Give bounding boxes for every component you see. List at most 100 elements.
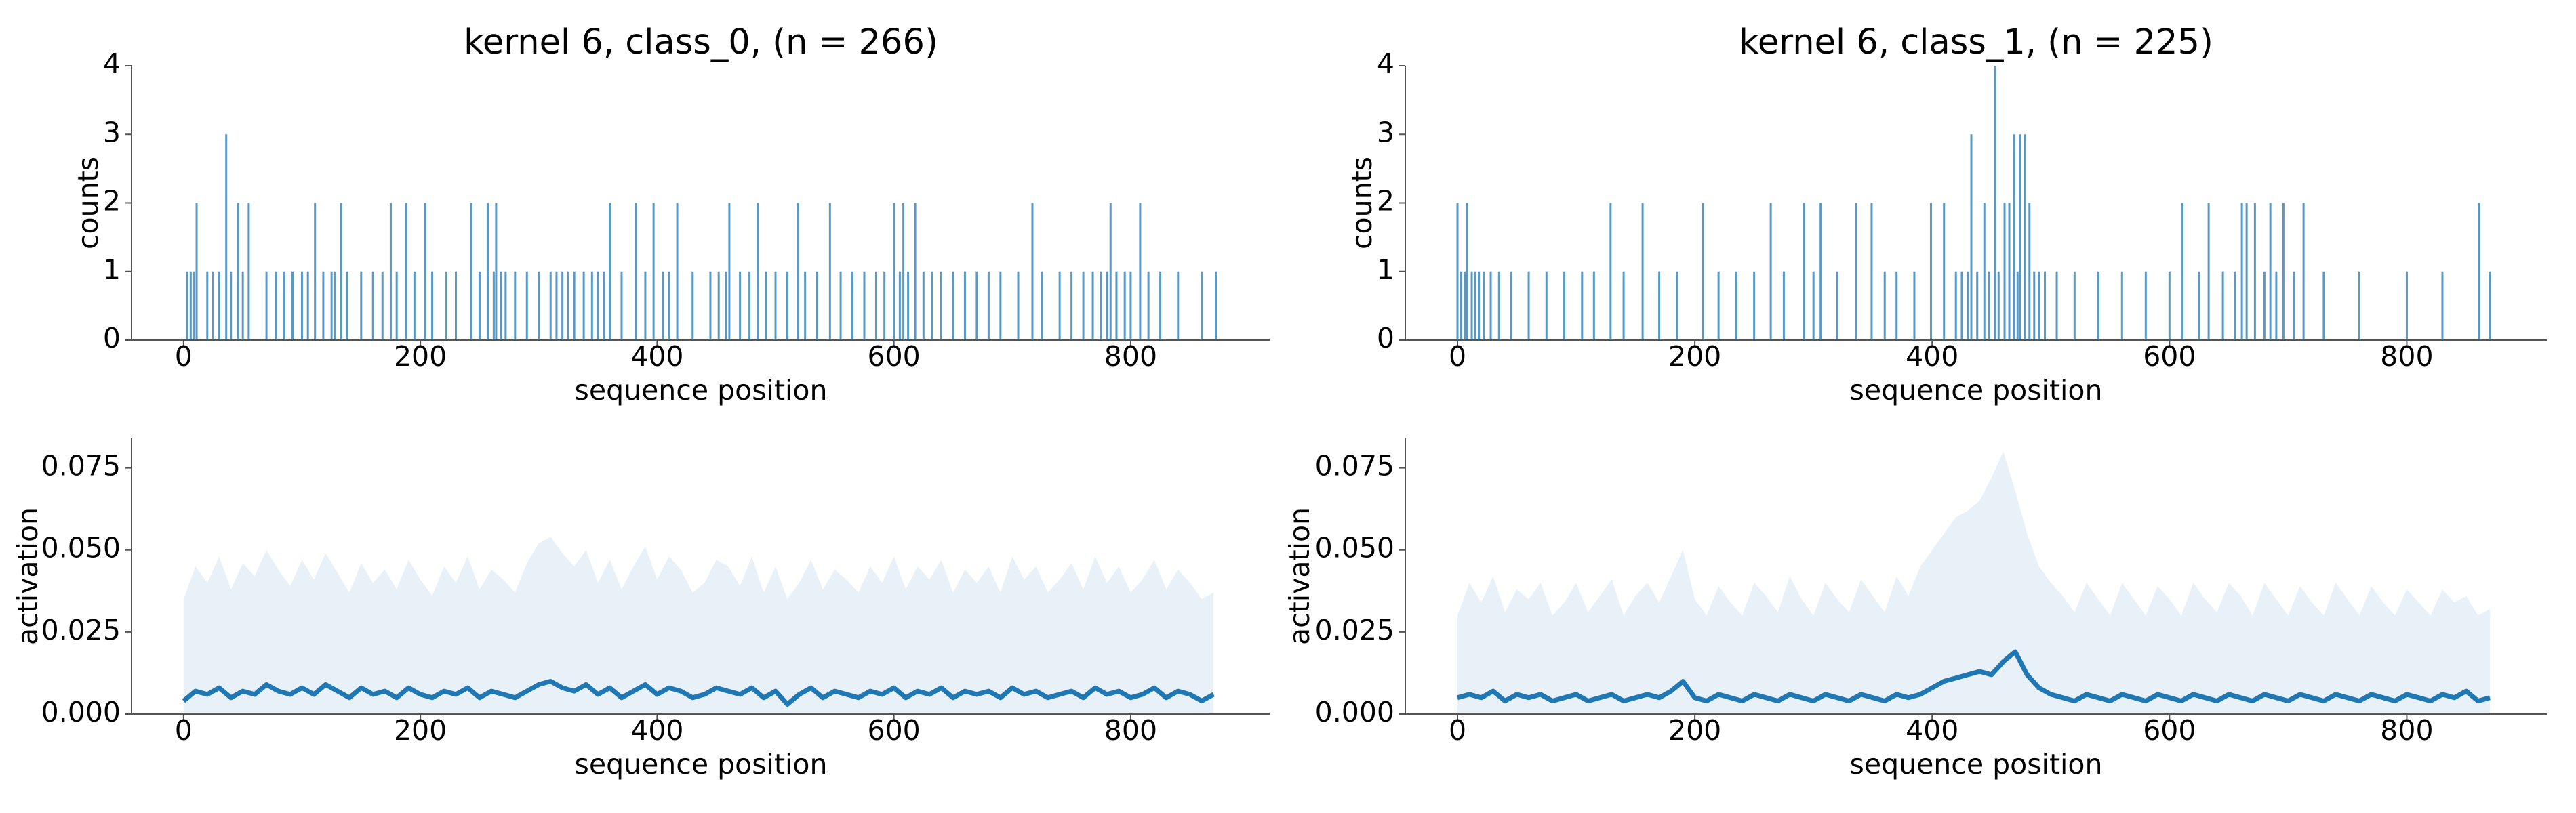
bar <box>902 203 905 340</box>
bar <box>1967 271 1969 340</box>
bar <box>495 203 498 340</box>
bar <box>2016 271 2019 340</box>
bar <box>603 271 605 340</box>
x-axis-label: sequence position <box>574 374 827 406</box>
bar <box>1870 203 1873 340</box>
bar <box>765 271 767 340</box>
bar <box>2144 271 2147 340</box>
bar <box>786 271 788 340</box>
bar <box>567 271 569 340</box>
x-tick-label: 400 <box>630 714 683 747</box>
bar <box>644 271 647 340</box>
bar <box>717 271 720 340</box>
bar <box>1581 271 1584 340</box>
bar <box>395 271 398 340</box>
y-tick-label: 0.075 <box>1315 450 1394 482</box>
bar <box>2322 271 2325 340</box>
bar <box>2097 271 2099 340</box>
bar <box>478 271 481 340</box>
bar <box>1803 203 1805 340</box>
bar <box>1658 271 1661 340</box>
bar <box>525 271 528 340</box>
bar <box>1676 271 1678 340</box>
bar <box>2055 271 2058 340</box>
bar <box>2120 271 2123 340</box>
bar <box>1031 203 1034 340</box>
bar <box>1115 271 1118 340</box>
bar <box>445 271 448 340</box>
y-axis-label: activation <box>12 507 44 645</box>
y-tick-label: 0 <box>103 322 121 354</box>
bar <box>230 271 233 340</box>
y-tick-label: 0.075 <box>41 450 121 482</box>
bar <box>2181 203 2184 340</box>
bar <box>2168 271 2171 340</box>
bar <box>1082 271 1085 340</box>
band-area <box>183 537 1214 714</box>
bar <box>2478 203 2480 340</box>
bar <box>360 271 363 340</box>
bar <box>1091 271 1094 340</box>
bar <box>582 271 585 340</box>
bar <box>874 271 877 340</box>
chart-title: kernel 6, class_1, (n = 225) <box>1739 22 2213 62</box>
bar <box>334 271 336 340</box>
bar <box>1782 271 1785 340</box>
bar <box>1960 271 1963 340</box>
bar <box>389 203 392 340</box>
bar <box>241 271 244 340</box>
bar <box>306 271 309 340</box>
bar <box>2282 203 2285 340</box>
bar <box>193 271 196 340</box>
bar <box>1058 271 1061 340</box>
bar <box>1592 271 1595 340</box>
bar <box>609 203 611 340</box>
bar <box>538 271 540 340</box>
bar <box>431 271 434 340</box>
bar <box>1109 203 1112 340</box>
bar <box>2207 203 2210 340</box>
y-tick-label: 0 <box>1377 322 1394 354</box>
bar <box>1129 271 1132 340</box>
bar <box>225 134 228 340</box>
bar <box>247 203 250 340</box>
bar <box>1510 271 1512 340</box>
bar <box>1527 271 1530 340</box>
bar <box>291 271 294 340</box>
bar <box>1836 271 1838 340</box>
x-tick-label: 0 <box>1449 714 1466 747</box>
y-tick-label: 4 <box>103 47 121 80</box>
bar <box>492 271 495 340</box>
y-tick-label: 0.000 <box>1315 696 1394 728</box>
bar <box>424 203 426 340</box>
bar <box>728 203 731 340</box>
bar <box>922 271 925 340</box>
bar <box>322 271 325 340</box>
bar <box>1641 203 1644 340</box>
bar <box>1609 203 1612 340</box>
bar <box>283 271 285 340</box>
bar <box>1997 271 2000 340</box>
bar <box>2234 271 2236 340</box>
bar <box>1735 271 1737 340</box>
bar <box>2013 134 2015 340</box>
x-tick-label: 200 <box>394 340 447 373</box>
x-tick-label: 800 <box>1104 714 1157 747</box>
bar <box>1954 271 1957 340</box>
bar <box>952 271 954 340</box>
bar <box>1883 271 1886 340</box>
bar <box>1215 271 1217 340</box>
y-tick-label: 2 <box>1377 185 1394 217</box>
bar <box>1460 271 1462 340</box>
bar <box>1943 203 1946 340</box>
bar <box>2489 271 2491 340</box>
bar <box>549 271 552 340</box>
bar <box>691 271 694 340</box>
bar <box>2263 271 2266 340</box>
bar <box>2441 271 2444 340</box>
bar <box>757 203 759 340</box>
chart-title: kernel 6, class_0, (n = 266) <box>464 22 938 62</box>
bar <box>470 203 472 340</box>
bar <box>1970 134 1973 340</box>
bar <box>620 271 623 340</box>
